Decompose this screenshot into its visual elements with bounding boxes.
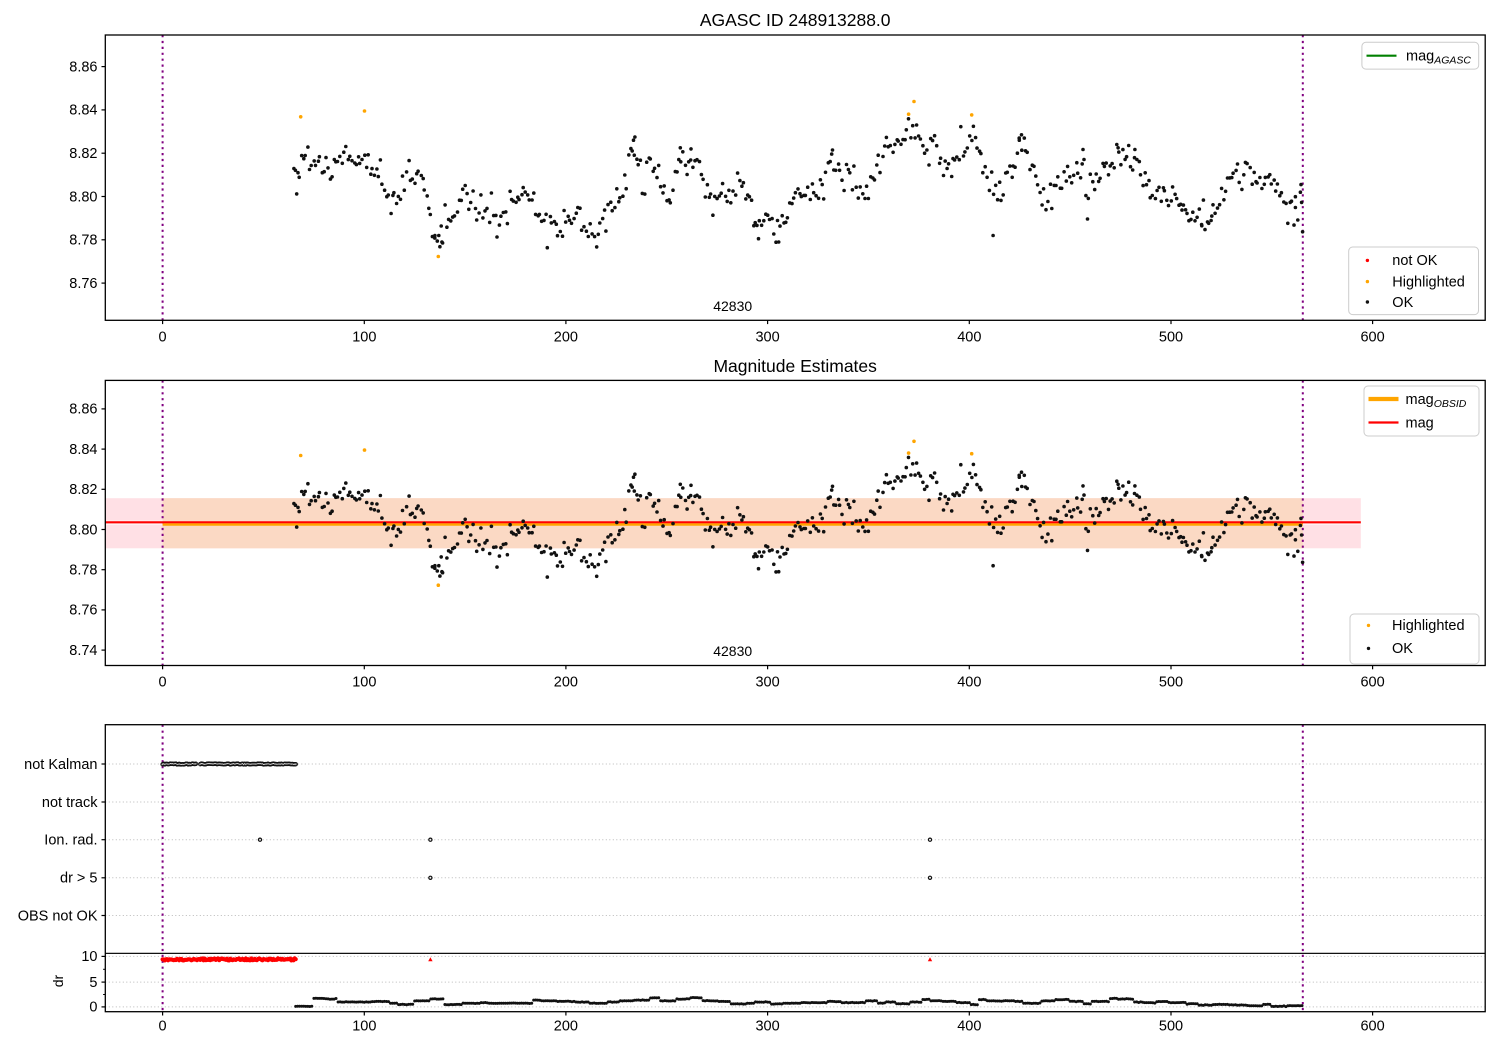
svg-text:8.82: 8.82	[69, 146, 97, 162]
svg-text:dr: dr	[50, 974, 66, 987]
svg-text:600: 600	[1360, 675, 1384, 691]
svg-text:8.78: 8.78	[69, 563, 97, 579]
svg-text:8.82: 8.82	[69, 482, 97, 498]
svg-text:400: 400	[957, 675, 981, 691]
svg-text:42830: 42830	[713, 298, 752, 314]
svg-text:0: 0	[89, 1000, 97, 1016]
svg-text:200: 200	[554, 675, 578, 691]
svg-text:AGASC ID 248913288.0: AGASC ID 248913288.0	[700, 10, 891, 30]
svg-text:mag: mag	[1406, 415, 1434, 431]
svg-text:not OK: not OK	[1392, 253, 1437, 269]
svg-text:300: 300	[755, 330, 779, 346]
svg-text:Ion. rad.: Ion. rad.	[44, 833, 97, 849]
svg-text:not Kalman: not Kalman	[24, 757, 97, 773]
svg-text:Highlighted: Highlighted	[1392, 274, 1465, 290]
svg-text:dr > 5: dr > 5	[60, 871, 97, 887]
svg-text:400: 400	[957, 330, 981, 346]
svg-text:100: 100	[352, 675, 376, 691]
svg-text:5: 5	[89, 975, 97, 991]
svg-text:OBS not OK: OBS not OK	[18, 908, 98, 924]
svg-text:42830: 42830	[713, 643, 752, 659]
svg-text:200: 200	[554, 1019, 578, 1035]
svg-text:500: 500	[1159, 1019, 1183, 1035]
svg-text:200: 200	[554, 330, 578, 346]
svg-text:8.78: 8.78	[69, 233, 97, 249]
svg-text:8.76: 8.76	[69, 603, 97, 619]
svg-text:500: 500	[1159, 330, 1183, 346]
svg-text:100: 100	[352, 330, 376, 346]
svg-text:500: 500	[1159, 675, 1183, 691]
svg-text:8.84: 8.84	[69, 442, 97, 458]
svg-text:not track: not track	[42, 795, 98, 811]
svg-text:8.86: 8.86	[69, 59, 97, 75]
svg-text:300: 300	[755, 1019, 779, 1035]
svg-text:600: 600	[1360, 1019, 1384, 1035]
svg-text:8.80: 8.80	[69, 189, 97, 205]
svg-text:0: 0	[159, 330, 167, 346]
svg-text:OK: OK	[1392, 295, 1413, 311]
svg-text:Highlighted: Highlighted	[1392, 618, 1465, 634]
svg-text:8.76: 8.76	[69, 276, 97, 292]
svg-text:600: 600	[1360, 330, 1384, 346]
svg-text:OK: OK	[1392, 641, 1413, 657]
svg-text:8.80: 8.80	[69, 522, 97, 538]
svg-text:0: 0	[159, 1019, 167, 1035]
svg-text:0: 0	[159, 675, 167, 691]
svg-text:Magnitude Estimates: Magnitude Estimates	[713, 356, 877, 376]
svg-text:8.86: 8.86	[69, 402, 97, 418]
svg-text:400: 400	[957, 1019, 981, 1035]
svg-text:8.74: 8.74	[69, 643, 97, 659]
svg-text:100: 100	[352, 1019, 376, 1035]
svg-text:8.84: 8.84	[69, 103, 97, 119]
svg-text:10: 10	[81, 949, 97, 965]
svg-text:300: 300	[755, 675, 779, 691]
